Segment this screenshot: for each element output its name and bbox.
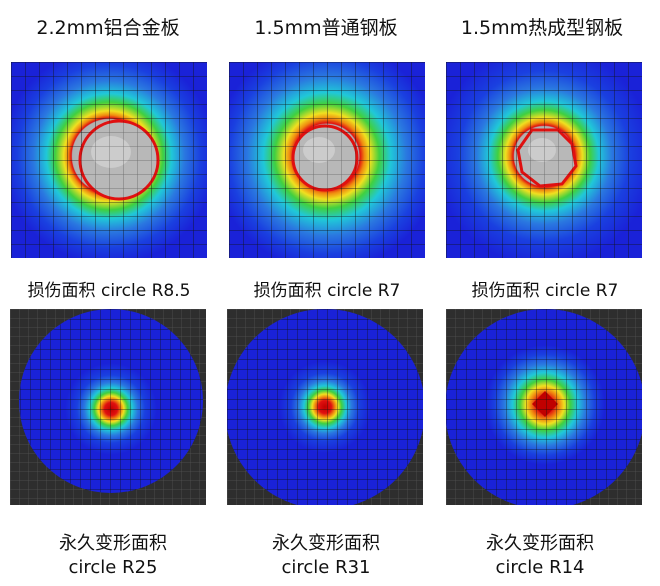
damage-contour-hot-formed-steel	[446, 62, 642, 258]
deformation-area-label: 永久变形面积	[59, 533, 167, 554]
damage-contour-mild-steel	[229, 62, 425, 258]
deformation-contour-hot-formed-steel	[446, 309, 642, 505]
deformation-area-caption-mild-steel: 永久变形面积 circle R31	[226, 532, 426, 580]
damage-contour-aluminum	[11, 62, 207, 258]
deformation-area-radius: circle R14	[495, 557, 585, 578]
damage-area-caption-mild-steel: 损伤面积 circle R7	[253, 281, 401, 301]
deformation-contour-mild-steel	[227, 309, 423, 505]
damage-area-caption-hot-formed-steel: 损伤面积 circle R7	[471, 281, 619, 301]
damage-plot-mild-steel	[229, 62, 425, 258]
deformation-area-label: 永久变形面积	[486, 533, 594, 554]
deformation-area-label: 永久变形面积	[272, 533, 380, 554]
deformation-area-caption-aluminum: 永久变形面积 circle R25	[13, 532, 213, 580]
deformation-area-radius: circle R31	[281, 557, 371, 578]
column-title-aluminum: 2.2mm铝合金板	[36, 17, 180, 39]
deformation-plot-mild-steel	[227, 309, 423, 505]
deformation-contour-aluminum	[10, 309, 206, 505]
damage-plot-aluminum	[11, 62, 207, 258]
column-title-mild-steel: 1.5mm普通钢板	[254, 17, 398, 39]
deformation-plot-aluminum	[10, 309, 206, 505]
damage-plot-hot-formed-steel	[446, 62, 642, 258]
deformation-plot-hot-formed-steel	[446, 309, 642, 505]
deformation-area-radius: circle R25	[68, 557, 158, 578]
column-title-hot-formed-steel: 1.5mm热成型钢板	[460, 17, 624, 39]
deformation-area-caption-hot-formed-steel: 永久变形面积 circle R14	[440, 532, 640, 580]
damage-area-caption-aluminum: 损伤面积 circle R8.5	[27, 281, 191, 301]
